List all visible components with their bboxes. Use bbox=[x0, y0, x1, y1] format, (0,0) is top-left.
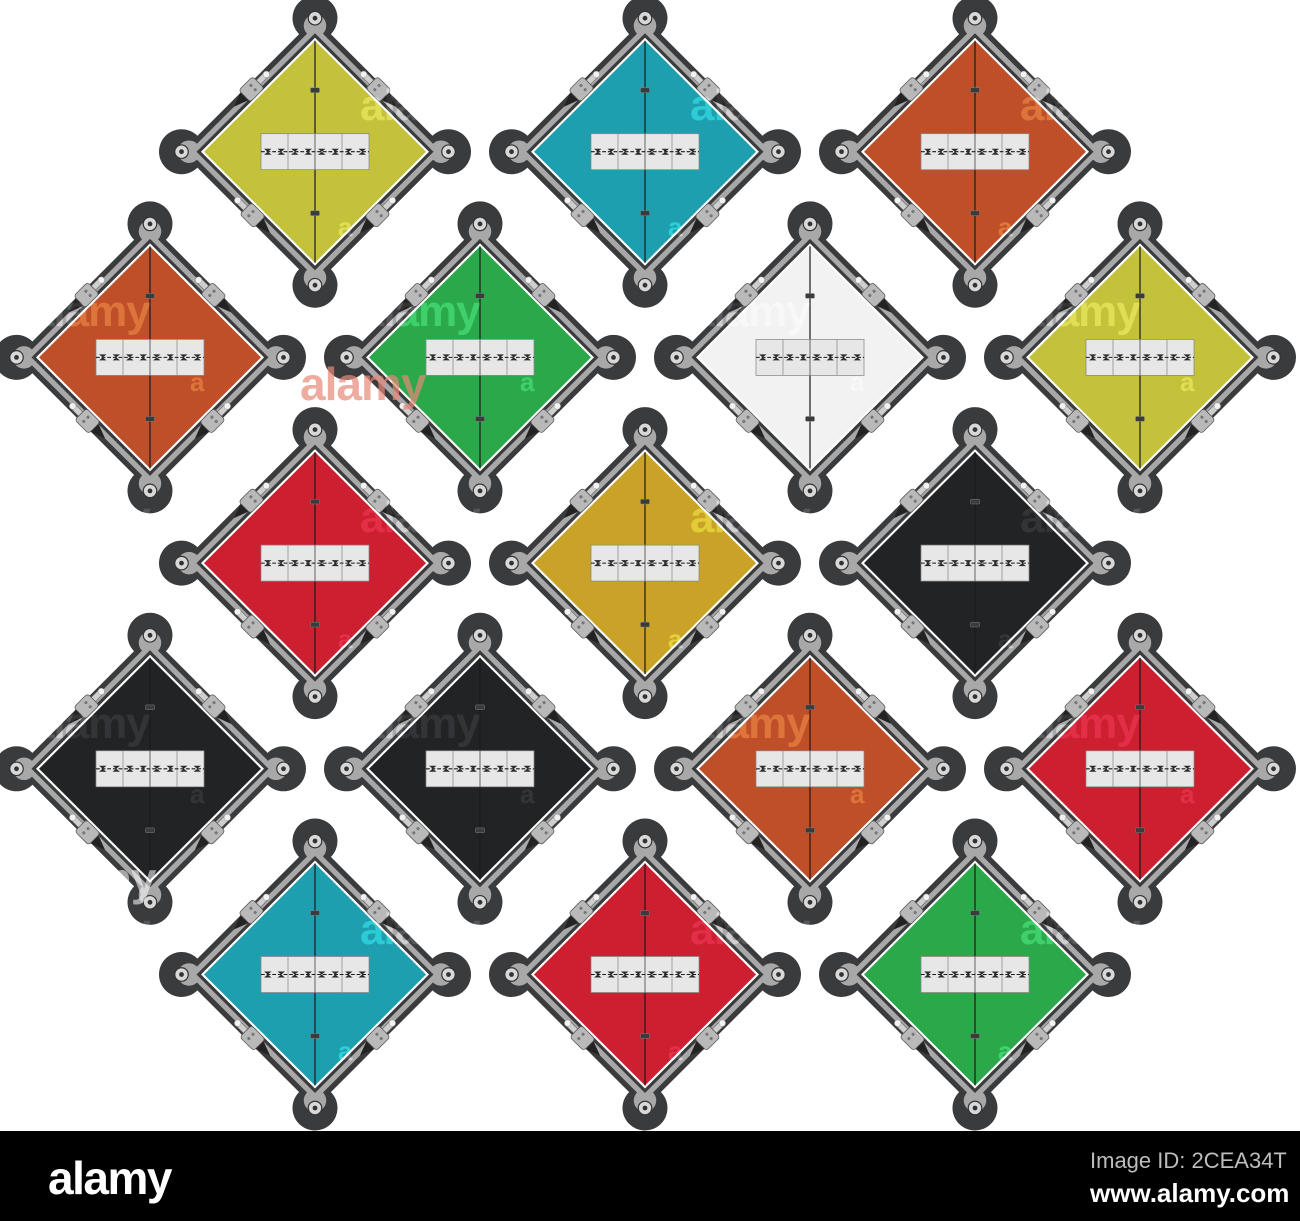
svg-text:Image ID: 2CEA34T: Image ID: 2CEA34T bbox=[1090, 1148, 1287, 1173]
svg-text:alamy: alamy bbox=[300, 358, 427, 410]
svg-text:alamy: alamy bbox=[48, 1152, 173, 1204]
svg-text:alamy: alamy bbox=[30, 853, 157, 905]
svg-text:www.alamy.com: www.alamy.com bbox=[1089, 1178, 1289, 1208]
